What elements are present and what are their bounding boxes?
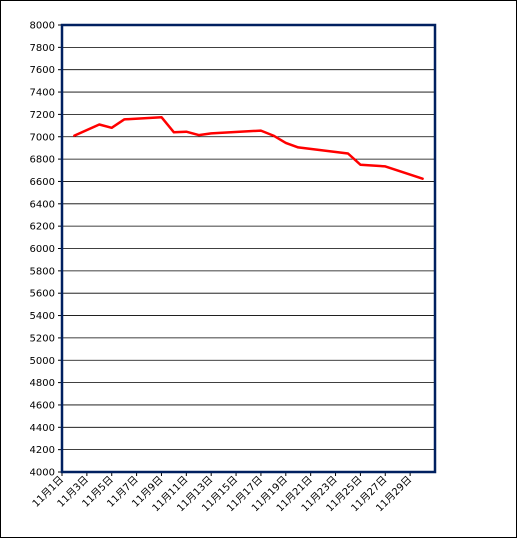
y-tick-label: 6400: [30, 199, 55, 210]
y-tick-label: 6600: [30, 177, 55, 188]
y-tick-label: 5400: [30, 311, 55, 322]
y-tick-label: 5000: [30, 356, 55, 367]
y-tick-label: 7000: [30, 132, 55, 143]
grid-lines: [62, 47, 435, 449]
y-tick-label: 5600: [30, 289, 55, 300]
series-line: [74, 117, 422, 179]
series-layer: [74, 117, 422, 179]
y-tick-label: 4400: [30, 423, 55, 434]
y-tick-label: 7400: [30, 88, 55, 99]
y-tick-label: 7600: [30, 65, 55, 76]
y-tick-label: 8000: [30, 21, 55, 32]
y-tick-label: 4800: [30, 378, 55, 389]
x-axis-ticks: 11月1日11月3日11月5日11月7日11月9日11月11日11月13日11月…: [30, 472, 414, 514]
y-tick-label: 4600: [30, 400, 55, 411]
y-tick-label: 5200: [30, 333, 55, 344]
y-tick-label: 6200: [30, 222, 55, 233]
y-tick-label: 4200: [30, 445, 55, 456]
y-tick-label: 5800: [30, 266, 55, 277]
y-tick-label: 6800: [30, 155, 55, 166]
y-tick-label: 6000: [30, 244, 55, 255]
y-axis-ticks: 4000 4200 4400 4600 4800 5000 5200 5400 5600 5800…: [30, 21, 62, 479]
y-tick-label: 7200: [30, 110, 55, 121]
y-tick-label: 4000: [30, 468, 55, 479]
y-tick-label: 7800: [30, 43, 55, 54]
